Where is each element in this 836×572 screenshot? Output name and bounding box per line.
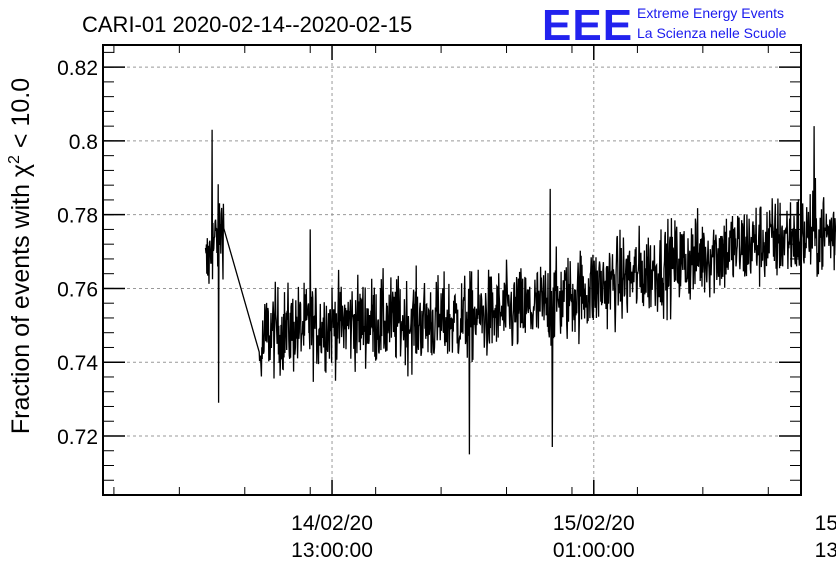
plot-frame [102, 44, 802, 496]
eee-logo: EEE Extreme Energy Events La Scienza nel… [542, 1, 787, 50]
x-tick-label-date: 15/02/20 [815, 512, 836, 535]
chart-title: CARI-01 2020-02-14--2020-02-15 [82, 12, 412, 37]
axis-labels: 0.72 0.74 0.76 0.78 0.8 0.82 14/02/20 13:00:00 1… [57, 57, 836, 562]
y-tick-label: 0.72 [57, 426, 98, 449]
axis-ticks [103, 45, 801, 496]
x-tick-label-time: 13:00:00 [291, 539, 373, 562]
y-tick-label: 0.78 [57, 205, 98, 228]
x-tick-label-time: 01:00:00 [553, 539, 635, 562]
data-layer [204, 126, 836, 455]
y-axis-label-exponent: 2 [6, 155, 23, 164]
x-tick-label-date: 14/02/20 [291, 512, 373, 535]
eee-logo-line1: Extreme Energy Events [637, 5, 784, 21]
y-tick-label: 0.76 [57, 278, 98, 301]
y-tick-label: 0.8 [69, 131, 98, 154]
y-tick-label: 0.82 [57, 57, 98, 80]
eee-logo-line2: La Scienza nelle Scuole [637, 25, 787, 41]
y-axis-label: Fraction of events with χ2 < 10.0 [6, 78, 35, 434]
x-tick-label-date: 15/02/20 [553, 512, 635, 535]
data-series-line [204, 126, 836, 455]
y-axis-label-prefix: Fraction of events with [7, 177, 35, 434]
y-tick-label: 0.74 [57, 352, 98, 375]
y-axis-label-symbol: χ [7, 164, 35, 177]
x-tick-label-time: 13:00:00 [815, 539, 836, 562]
y-axis-label-suffix: < 10.0 [7, 78, 35, 155]
eee-logo-mark: EEE [542, 1, 633, 50]
